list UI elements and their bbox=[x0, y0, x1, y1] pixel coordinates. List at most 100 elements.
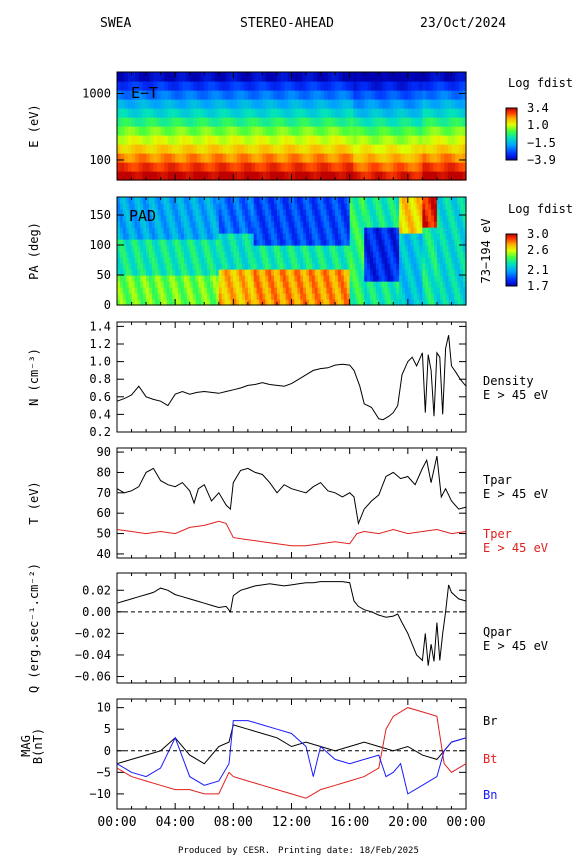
pad-cell bbox=[268, 239, 272, 246]
pad-cell bbox=[343, 287, 348, 294]
et-cell bbox=[386, 108, 391, 118]
et-cell bbox=[193, 126, 198, 136]
pad-cell bbox=[399, 197, 403, 204]
pad-cell bbox=[416, 209, 421, 216]
pad-cell bbox=[454, 215, 458, 222]
pad-cell bbox=[323, 269, 327, 276]
pad-cell bbox=[233, 203, 237, 210]
pad-cell bbox=[460, 197, 464, 204]
et-cell bbox=[229, 153, 234, 163]
pad-cell bbox=[410, 227, 415, 234]
pad-cell bbox=[230, 293, 234, 300]
pad-cell bbox=[303, 281, 307, 288]
pad-cell bbox=[378, 293, 383, 300]
pad-cell bbox=[169, 245, 173, 252]
et-cell bbox=[400, 90, 405, 100]
et-cell bbox=[320, 72, 325, 82]
et-cell bbox=[429, 72, 434, 82]
pad-cell bbox=[434, 215, 438, 222]
et-cell bbox=[302, 99, 307, 109]
et-cell bbox=[415, 117, 420, 127]
pad-cell bbox=[352, 209, 357, 216]
pad-cell bbox=[137, 269, 141, 276]
et-cell bbox=[226, 126, 231, 136]
et-cell bbox=[120, 90, 125, 100]
pad-cell bbox=[399, 269, 403, 276]
pad-cell bbox=[160, 203, 165, 210]
pad-cell bbox=[448, 263, 453, 270]
pad-cell bbox=[207, 299, 211, 306]
pad-cell bbox=[210, 275, 214, 282]
pad-cell bbox=[340, 275, 345, 282]
et-cell bbox=[298, 153, 304, 163]
pad-cell bbox=[407, 197, 412, 204]
pad-cell bbox=[349, 209, 354, 216]
pad-cell bbox=[183, 263, 188, 270]
et-cell bbox=[386, 162, 391, 172]
pad-cell bbox=[422, 221, 426, 228]
pad-cell bbox=[250, 251, 255, 258]
et-cell bbox=[244, 135, 249, 145]
et-cell bbox=[451, 153, 456, 163]
pad-cell bbox=[297, 215, 301, 222]
pad-cell bbox=[381, 209, 386, 216]
pad-cell bbox=[451, 281, 455, 288]
et-cell bbox=[131, 144, 136, 154]
pad-cell bbox=[402, 233, 406, 240]
et-cell bbox=[131, 117, 136, 127]
et-cell bbox=[356, 162, 362, 172]
pad-cell bbox=[279, 215, 284, 222]
pad-cell bbox=[404, 197, 409, 204]
pad-cell bbox=[271, 269, 275, 276]
et-cell bbox=[204, 162, 209, 172]
pad-cell bbox=[445, 227, 450, 234]
pad-cell bbox=[137, 245, 141, 252]
et-cell bbox=[236, 90, 242, 100]
et-cell bbox=[287, 108, 293, 118]
pad-cell bbox=[384, 287, 389, 294]
pad-cell bbox=[451, 245, 455, 252]
pad-cell bbox=[198, 245, 202, 252]
pad-cell bbox=[125, 269, 130, 276]
pad-cell bbox=[381, 227, 386, 234]
et-cell bbox=[422, 72, 427, 82]
pad-cell bbox=[242, 293, 246, 300]
et-cell bbox=[138, 99, 144, 109]
et-cell bbox=[378, 171, 383, 181]
pad-cell bbox=[215, 203, 220, 210]
pad-ytick-label: 0 bbox=[104, 298, 111, 312]
et-cell bbox=[287, 81, 293, 91]
et-cell bbox=[302, 144, 307, 154]
pad-cell bbox=[215, 251, 220, 258]
pad-cell bbox=[117, 197, 121, 204]
pad-cell bbox=[148, 233, 153, 240]
pad-cell bbox=[233, 215, 237, 222]
et-cell bbox=[160, 162, 165, 172]
pad-cell bbox=[425, 293, 429, 300]
pad-cell bbox=[244, 197, 249, 204]
et-cell bbox=[393, 162, 398, 172]
pad-cell bbox=[338, 197, 342, 204]
et-cell bbox=[164, 90, 169, 100]
pad-cell bbox=[134, 287, 138, 294]
et-cell bbox=[178, 162, 184, 172]
pad-cell bbox=[256, 221, 261, 228]
pad-cell bbox=[154, 203, 159, 210]
pad-cell bbox=[355, 275, 359, 282]
pad-cell bbox=[189, 245, 194, 252]
et-cell bbox=[142, 135, 147, 145]
pad-cell bbox=[148, 203, 153, 210]
et-cell bbox=[266, 90, 271, 100]
pad-cell bbox=[454, 239, 458, 246]
pad-cell bbox=[154, 251, 159, 258]
pad-cell bbox=[436, 233, 441, 240]
pad-cell bbox=[247, 209, 252, 216]
et-cell bbox=[280, 108, 285, 118]
et-cell bbox=[367, 117, 373, 127]
pad-cell bbox=[428, 239, 432, 246]
pad-cell bbox=[143, 269, 147, 276]
pad-cell bbox=[349, 245, 354, 252]
pad-cell bbox=[119, 257, 124, 264]
et-cell bbox=[138, 135, 144, 145]
